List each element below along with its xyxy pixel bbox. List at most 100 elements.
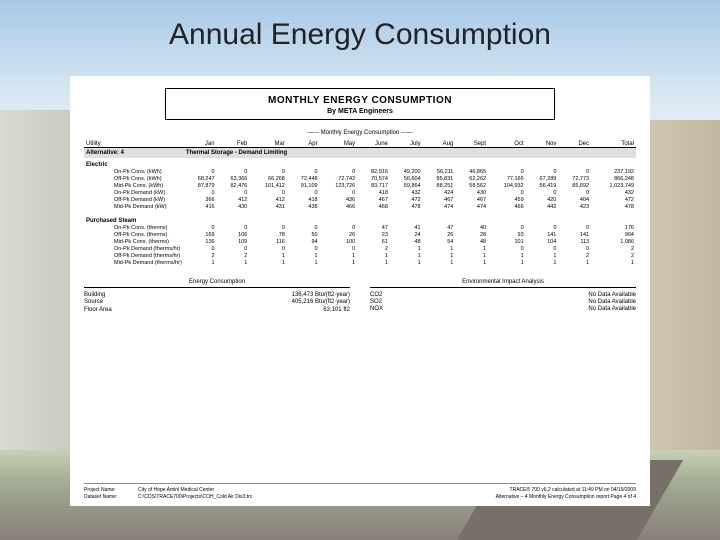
footer-val: C:\CDS\TRACE700\Projects\COH_Cold Air Di… (138, 494, 252, 500)
row-label: Off-Pk Cons. (kWh) (84, 176, 184, 183)
cell: 1 (184, 259, 217, 266)
cell: 72,742 (320, 176, 358, 183)
cell: 72,773 (558, 176, 591, 183)
col-header: Aug (423, 140, 456, 148)
cell: 83,717 (357, 183, 390, 190)
cell: 40 (455, 224, 488, 231)
table-row: Off-Pk Cons. (therms)1691067850262324262… (84, 231, 636, 238)
report-header-box: MONTHLY ENERGY CONSUMPTION By META Engin… (165, 88, 555, 120)
cell: 109 (217, 238, 250, 245)
col-header: Feb (217, 140, 250, 148)
col-header: Mar (249, 140, 287, 148)
cell: 432 (390, 190, 423, 197)
cell: 88,251 (423, 183, 456, 190)
cell: 85,692 (558, 183, 591, 190)
alternative-desc: Thermal Storage - Demand Limiting (184, 148, 636, 159)
cell: 176 (591, 224, 636, 231)
cell: 0 (488, 190, 526, 197)
cell: 2 (357, 245, 390, 252)
cell: 1 (455, 252, 488, 259)
cell: 0 (184, 169, 217, 176)
summary-val: No Data Available (588, 292, 636, 298)
cell: 87,879 (184, 183, 217, 190)
summary-row: Building136,473 Btu/(ft2·year) (84, 291, 350, 298)
section-label: ------ Monthly Energy Consumption ------ (84, 130, 636, 136)
cell: 0 (249, 169, 287, 176)
cell: 66,268 (249, 176, 287, 183)
footer-right: TRACE® 700 v6.2 calculated at 11:49 PM o… (496, 487, 636, 500)
cell: 1 (526, 252, 559, 259)
col-header: Apr (287, 140, 320, 148)
report-title: MONTHLY ENERGY CONSUMPTION (166, 95, 554, 106)
cell: 412 (217, 197, 250, 204)
summary-row: NOXNo Data Available (370, 305, 636, 312)
cell: 24 (390, 231, 423, 238)
row-label: Off-Pk Demand (therms/hr) (84, 252, 184, 259)
cell: 438 (287, 204, 320, 211)
footer-val: City of Hope Amini Medical Center (138, 487, 214, 493)
cell: 94 (287, 238, 320, 245)
cell: 0 (184, 190, 217, 197)
footer-row: Project Name:City of Hope Amini Medical … (84, 487, 252, 493)
cell: 106 (217, 231, 250, 238)
footer-key: Dataset Name: (84, 494, 132, 500)
cell: 0 (287, 190, 320, 197)
cell: 54 (423, 238, 456, 245)
col-header: May (320, 140, 358, 148)
cell: 1 (249, 259, 287, 266)
table-row: On-Pk Demand (therms/hr)0000021110002 (84, 245, 636, 252)
cell: 1 (558, 259, 591, 266)
col-header: Jan (184, 140, 217, 148)
cell: 430 (217, 204, 250, 211)
group-name: Electric (84, 158, 636, 169)
cell: 1 (287, 252, 320, 259)
summary-block: Energy Consumption Building136,473 Btu/(… (84, 279, 636, 313)
cell: 0 (287, 224, 320, 231)
cell: 1 (423, 252, 456, 259)
cell: 46,865 (455, 169, 488, 176)
col-header: July (390, 140, 423, 148)
summary-val: 405,216 Btu/(ft2·year) (292, 299, 350, 305)
col-header: June (357, 140, 390, 148)
cell: 1 (423, 245, 456, 252)
summary-val: No Data Available (588, 306, 636, 312)
cell: 237,192 (591, 169, 636, 176)
col-header: Utility (84, 140, 184, 148)
cell: 0 (249, 190, 287, 197)
cell: 0 (488, 224, 526, 231)
alternative-row: Alternative: 4Thermal Storage - Demand L… (84, 148, 636, 159)
cell: 68,247 (184, 176, 217, 183)
cell: 1 (488, 252, 526, 259)
cell: 0 (526, 245, 559, 252)
cell: 2 (184, 252, 217, 259)
cell: 416 (184, 204, 217, 211)
col-header: Nov (526, 140, 559, 148)
cell: 104,932 (488, 183, 526, 190)
footer-line: Alternative – 4 Monthly Energy Consumpti… (496, 494, 636, 500)
cell: 478 (591, 204, 636, 211)
cell: 1 (591, 259, 636, 266)
footer-line: TRACE® 700 v6.2 calculated at 11:49 PM o… (496, 487, 636, 493)
summary-row: Floor Area63,101 ft2 (84, 306, 350, 313)
table-row: On-Pk Cons. (kWh)0000082,91649,20056,211… (84, 169, 636, 176)
cell: 56,604 (390, 176, 423, 183)
cell: 48 (455, 238, 488, 245)
cell: 0 (287, 169, 320, 176)
row-label: Mid-Pk Demand (kW) (84, 204, 184, 211)
table-row: Mid-Pk Cons. (therms)1361091169410061485… (84, 238, 636, 245)
cell: 1,086 (591, 238, 636, 245)
cell: 72,448 (287, 176, 320, 183)
table-row: Mid-Pk Demand (therms/hr)1111111111111 (84, 259, 636, 266)
cell: 26 (423, 231, 456, 238)
cell: 1 (455, 245, 488, 252)
environmental-col: Environmental Impact Analysis CO2No Data… (370, 279, 636, 313)
row-label: Mid-Pk Cons. (therms) (84, 238, 184, 245)
cell: 1 (249, 252, 287, 259)
cell: 404 (558, 197, 591, 204)
cell: 77,166 (488, 176, 526, 183)
cell: 49,200 (390, 169, 423, 176)
table-row: Mid-Pk Cons. (kWh)87,87982,476101,41291,… (84, 183, 636, 190)
cell: 93 (488, 231, 526, 238)
cell: 1 (390, 259, 423, 266)
cell: 2 (591, 252, 636, 259)
